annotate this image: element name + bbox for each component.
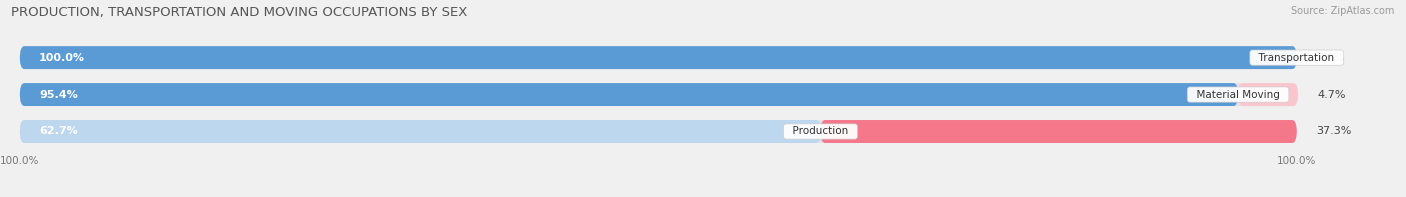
FancyBboxPatch shape xyxy=(1239,83,1298,106)
Text: PRODUCTION, TRANSPORTATION AND MOVING OCCUPATIONS BY SEX: PRODUCTION, TRANSPORTATION AND MOVING OC… xyxy=(11,6,468,19)
Text: Production: Production xyxy=(786,126,855,137)
Text: 95.4%: 95.4% xyxy=(39,90,77,99)
Text: 0.0%: 0.0% xyxy=(1316,53,1344,63)
FancyBboxPatch shape xyxy=(20,120,821,143)
FancyBboxPatch shape xyxy=(20,46,1296,69)
Text: 100.0%: 100.0% xyxy=(39,53,84,63)
Text: 37.3%: 37.3% xyxy=(1316,126,1351,137)
FancyBboxPatch shape xyxy=(20,120,1296,143)
FancyBboxPatch shape xyxy=(20,83,1296,106)
FancyBboxPatch shape xyxy=(20,83,1239,106)
FancyBboxPatch shape xyxy=(20,46,1296,69)
Text: 62.7%: 62.7% xyxy=(39,126,77,137)
Text: Transportation: Transportation xyxy=(1253,53,1341,63)
Text: 4.7%: 4.7% xyxy=(1317,90,1346,99)
FancyBboxPatch shape xyxy=(821,120,1296,143)
Text: Material Moving: Material Moving xyxy=(1189,90,1286,99)
Text: Source: ZipAtlas.com: Source: ZipAtlas.com xyxy=(1291,6,1395,16)
